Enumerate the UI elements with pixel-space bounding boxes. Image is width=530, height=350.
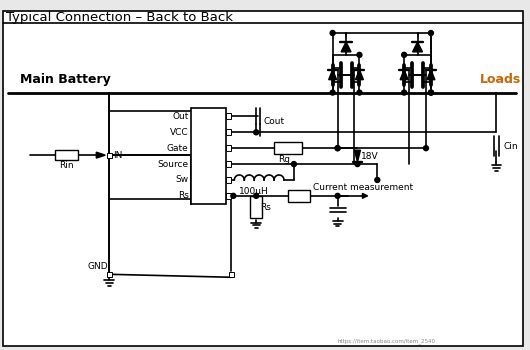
Text: https://item.taobao.com/item_2540: https://item.taobao.com/item_2540 [338, 338, 436, 344]
Text: Rin: Rin [59, 161, 74, 169]
Polygon shape [363, 193, 367, 198]
Text: Cout: Cout [263, 117, 284, 126]
Text: IN: IN [113, 150, 122, 160]
Circle shape [357, 90, 362, 95]
Circle shape [330, 90, 335, 95]
Text: Cin: Cin [504, 142, 518, 151]
Circle shape [292, 162, 296, 167]
Bar [274, 142, 302, 154]
Circle shape [335, 146, 340, 150]
Text: Gate: Gate [167, 144, 189, 153]
Text: Typical Connection – Back to Back: Typical Connection – Back to Back [6, 11, 233, 24]
Circle shape [428, 30, 434, 35]
Text: Source: Source [157, 160, 189, 169]
Bar [226, 177, 232, 183]
Text: VCC: VCC [170, 128, 189, 137]
Bar [107, 272, 112, 277]
Bar [288, 190, 310, 202]
Circle shape [402, 52, 407, 57]
Circle shape [330, 30, 335, 35]
Bar [55, 150, 78, 160]
Circle shape [428, 90, 434, 95]
Circle shape [254, 130, 259, 135]
Text: Out: Out [172, 112, 189, 121]
Circle shape [355, 162, 360, 167]
Polygon shape [96, 152, 105, 158]
Polygon shape [329, 70, 337, 80]
Text: Rs: Rs [178, 191, 189, 200]
Bar [250, 196, 262, 218]
Bar [229, 272, 234, 277]
Text: Current measurement: Current measurement [313, 183, 413, 192]
Circle shape [402, 90, 407, 95]
Text: 100μH: 100μH [240, 187, 269, 196]
Text: 18V: 18V [361, 152, 379, 161]
Bar [226, 161, 232, 167]
Bar [226, 145, 232, 151]
Circle shape [231, 193, 236, 198]
Bar [226, 193, 232, 199]
Polygon shape [355, 150, 360, 162]
Bar [107, 153, 112, 158]
Text: Main Battery: Main Battery [20, 73, 111, 86]
Polygon shape [400, 70, 408, 80]
Text: Loads: Loads [480, 73, 521, 86]
Polygon shape [427, 70, 435, 80]
Bar [226, 113, 232, 119]
Bar [191, 108, 226, 204]
Text: GND: GND [87, 262, 108, 271]
Circle shape [375, 177, 380, 182]
Text: Sw: Sw [175, 175, 189, 184]
Polygon shape [412, 42, 422, 52]
Text: Rs: Rs [260, 203, 271, 212]
Circle shape [254, 193, 259, 198]
Bar [226, 129, 232, 135]
Circle shape [357, 52, 362, 57]
Polygon shape [341, 42, 351, 52]
Circle shape [423, 146, 428, 150]
Text: Rg: Rg [278, 155, 290, 163]
Circle shape [335, 146, 340, 150]
Circle shape [335, 193, 340, 198]
Circle shape [428, 90, 434, 95]
Polygon shape [356, 70, 364, 80]
